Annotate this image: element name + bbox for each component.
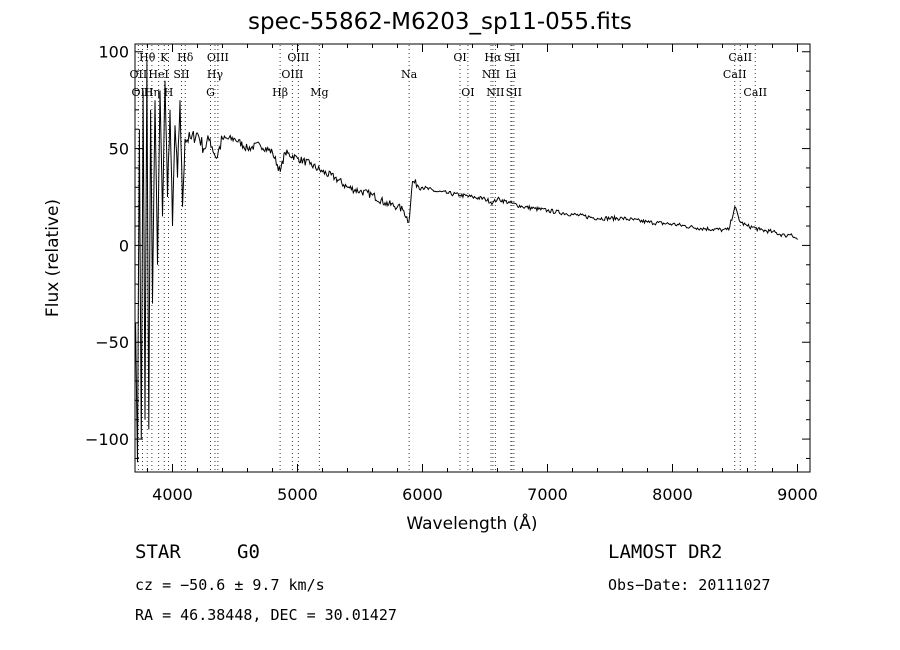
line-label: OI bbox=[453, 51, 466, 64]
y-axis: −100 −50 0 50 100 bbox=[85, 43, 810, 459]
line-label: OIII bbox=[207, 51, 229, 64]
line-label: Hβ bbox=[272, 86, 288, 99]
line-label: SII bbox=[173, 68, 189, 81]
line-label: CaII bbox=[728, 51, 752, 64]
object-subclass: G0 bbox=[237, 541, 260, 563]
line-label: OII bbox=[130, 68, 148, 81]
line-label: Hδ bbox=[177, 51, 194, 64]
line-label: Hγ bbox=[207, 68, 224, 81]
line-label: SII bbox=[506, 86, 522, 99]
line-label: Hθ bbox=[139, 51, 156, 64]
survey-name: LAMOST DR2 bbox=[608, 541, 723, 563]
line-label: Hα bbox=[484, 51, 502, 64]
line-label: NII bbox=[482, 68, 500, 81]
line-label: SII bbox=[504, 51, 520, 64]
line-label: Mg bbox=[310, 86, 328, 99]
line-label: CaII bbox=[723, 68, 747, 81]
x-tick-label: 5000 bbox=[277, 485, 318, 504]
line-label: HeI bbox=[148, 68, 168, 81]
x-tick-label: 4000 bbox=[152, 485, 193, 504]
line-label: CaII bbox=[743, 86, 767, 99]
line-label: OIII bbox=[131, 86, 153, 99]
line-label: OIII bbox=[287, 51, 309, 64]
line-label: Hη bbox=[144, 86, 160, 99]
y-tick-label: 100 bbox=[98, 43, 129, 62]
y-tick-label: 50 bbox=[109, 140, 129, 159]
observation-date: Obs−Date: 20111027 bbox=[608, 576, 771, 594]
line-label: K bbox=[160, 51, 169, 64]
x-axis: 4000 5000 6000 7000 8000 9000 bbox=[147, 44, 818, 504]
redshift-velocity: cz = −50.6 ± 9.7 km/s bbox=[135, 576, 325, 594]
line-label: Li bbox=[505, 68, 516, 81]
y-tick-label: 0 bbox=[119, 236, 129, 255]
object-class: STAR bbox=[135, 541, 181, 563]
line-label: OIII bbox=[281, 68, 303, 81]
plot-frame bbox=[134, 43, 811, 473]
chart-title: spec-55862-M6203_sp11-055.fits bbox=[248, 9, 632, 35]
x-tick-label: 7000 bbox=[527, 485, 568, 504]
line-label: Na bbox=[401, 68, 418, 81]
line-label: G bbox=[206, 86, 215, 99]
sky-coordinates: RA = 46.38448, DEC = 30.01427 bbox=[135, 606, 397, 624]
y-axis-label: Flux (relative) bbox=[43, 199, 63, 317]
y-tick-label: −50 bbox=[95, 333, 129, 352]
x-tick-label: 8000 bbox=[652, 485, 693, 504]
spectral-line-labels: Hθ OII OIII K HeI SII Hη H Hδ OIII Hγ G OIII OIII Hβ Mg… bbox=[130, 51, 768, 99]
line-label: H bbox=[164, 86, 174, 99]
x-tick-label: 6000 bbox=[402, 485, 443, 504]
x-tick-label: 9000 bbox=[777, 485, 818, 504]
line-label: NII bbox=[486, 86, 504, 99]
spectrum-series bbox=[135, 61, 798, 463]
line-label: OI bbox=[461, 86, 474, 99]
spectral-line-markers bbox=[137, 45, 756, 471]
x-axis-label: Wavelength (Å) bbox=[406, 512, 537, 534]
y-tick-label: −100 bbox=[85, 430, 129, 449]
